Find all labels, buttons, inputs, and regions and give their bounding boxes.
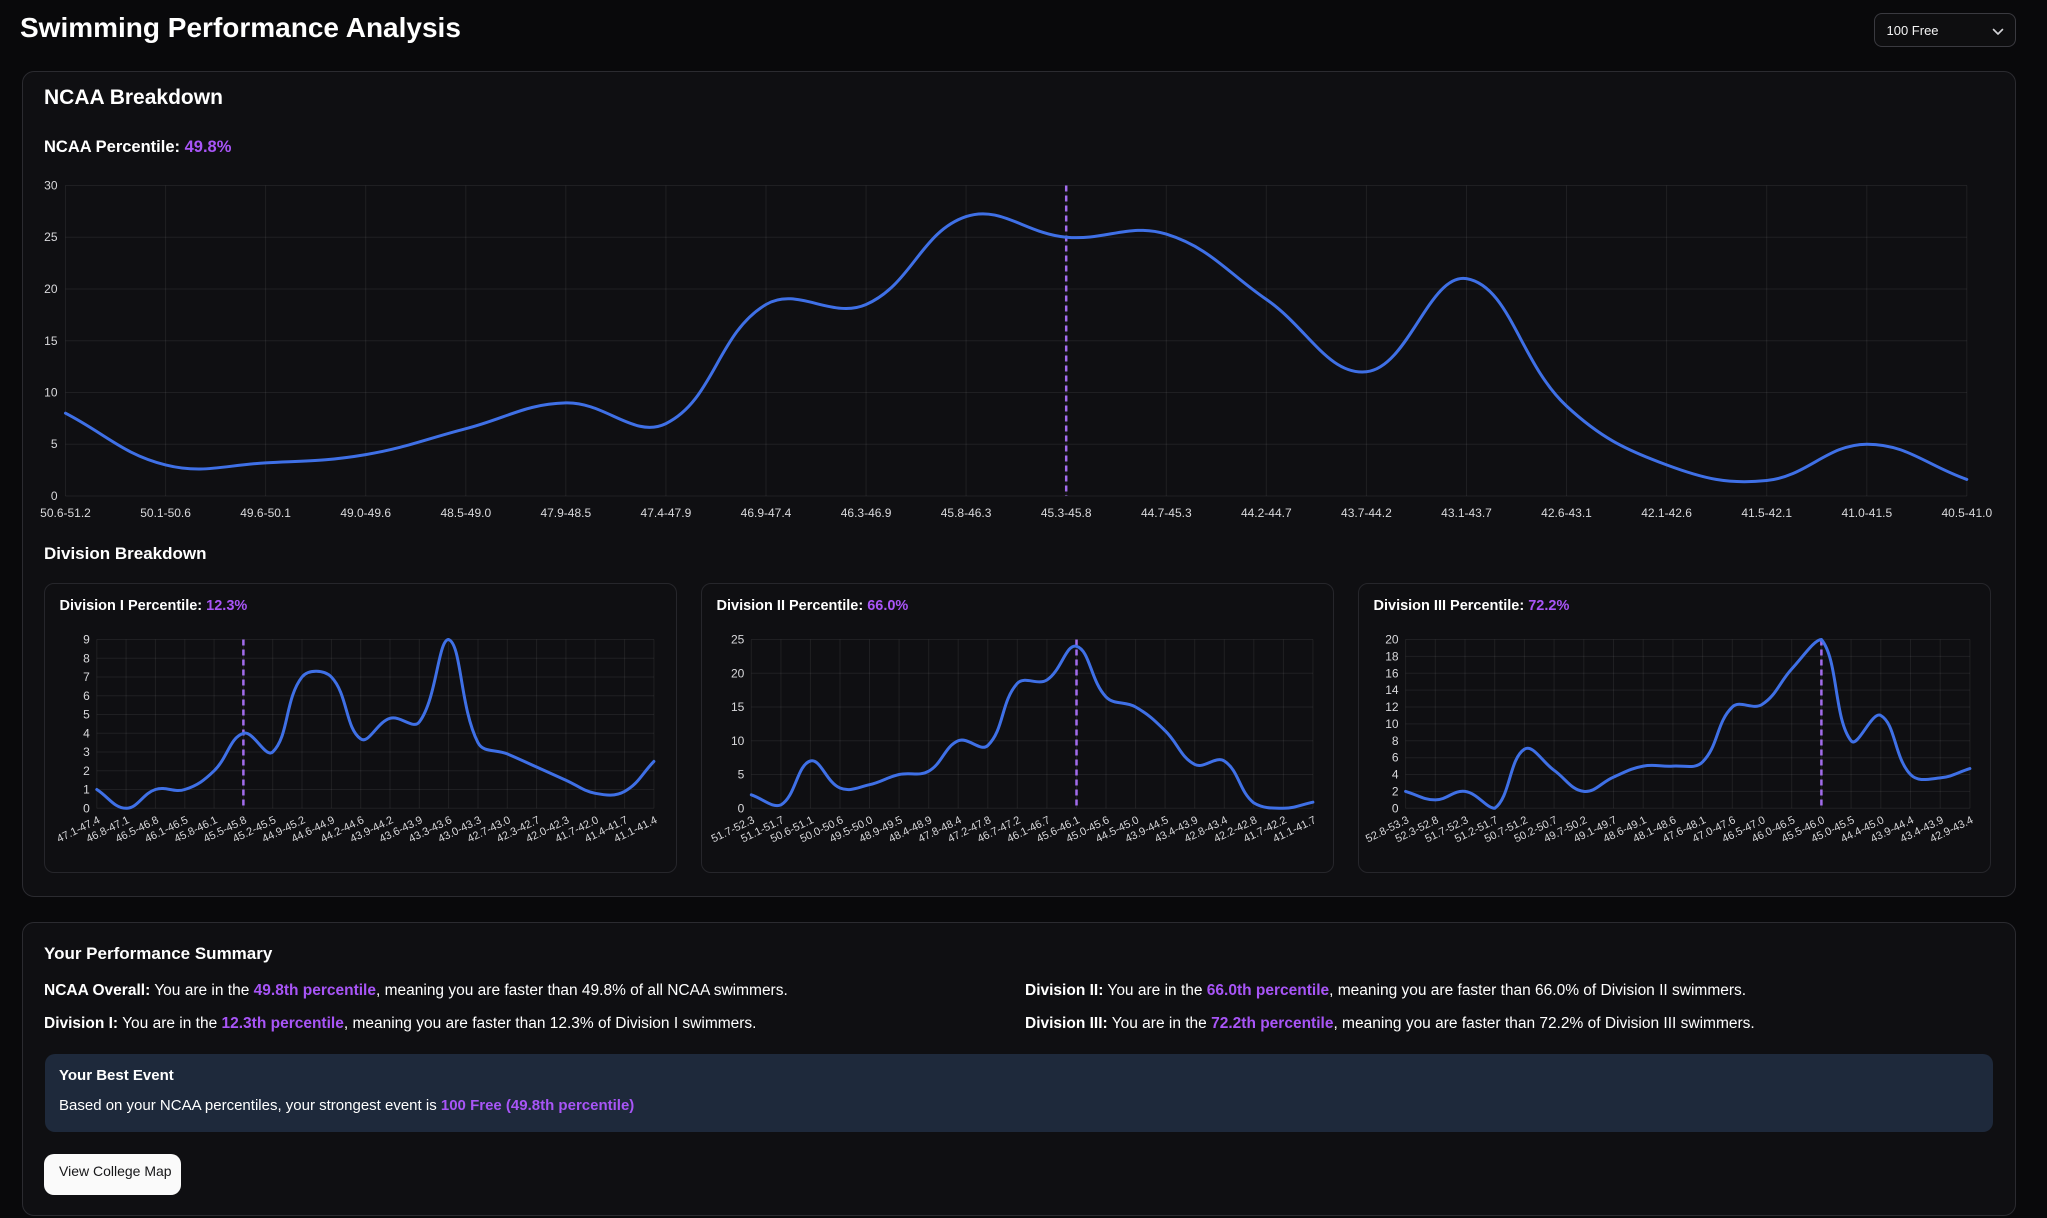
svg-text:0: 0 xyxy=(83,801,90,815)
svg-text:40.5-41.0: 40.5-41.0 xyxy=(1941,506,1992,520)
svg-text:49.0-49.6: 49.0-49.6 xyxy=(340,506,391,520)
svg-text:7: 7 xyxy=(83,670,90,684)
svg-text:6: 6 xyxy=(1392,751,1399,765)
svg-text:25: 25 xyxy=(731,633,745,647)
svg-text:18: 18 xyxy=(1385,649,1399,663)
svg-text:46.9-47.4: 46.9-47.4 xyxy=(741,506,792,520)
svg-text:25: 25 xyxy=(44,230,58,244)
svg-text:49.6-50.1: 49.6-50.1 xyxy=(240,506,291,520)
svg-text:16: 16 xyxy=(1385,666,1399,680)
svg-text:45.8-46.3: 45.8-46.3 xyxy=(941,506,992,520)
svg-text:44.7-45.3: 44.7-45.3 xyxy=(1141,506,1192,520)
svg-text:30: 30 xyxy=(44,179,58,193)
svg-text:0: 0 xyxy=(738,801,745,815)
svg-text:43.1-43.7: 43.1-43.7 xyxy=(1441,506,1492,520)
svg-text:8: 8 xyxy=(83,651,90,665)
svg-text:5: 5 xyxy=(738,768,745,782)
svg-text:50.6-51.2: 50.6-51.2 xyxy=(40,506,91,520)
svg-text:9: 9 xyxy=(83,633,90,647)
svg-text:2: 2 xyxy=(1392,784,1399,798)
svg-text:42.1-42.6: 42.1-42.6 xyxy=(1641,506,1692,520)
svg-text:41.0-41.5: 41.0-41.5 xyxy=(1841,506,1892,520)
svg-text:0: 0 xyxy=(51,489,58,503)
svg-text:42.6-43.1: 42.6-43.1 xyxy=(1541,506,1592,520)
svg-text:10: 10 xyxy=(1385,717,1399,731)
svg-text:10: 10 xyxy=(44,386,58,400)
svg-text:5: 5 xyxy=(51,437,58,451)
svg-text:15: 15 xyxy=(731,700,745,714)
svg-text:44.2-44.7: 44.2-44.7 xyxy=(1241,506,1292,520)
svg-text:14: 14 xyxy=(1385,683,1399,697)
svg-text:10: 10 xyxy=(731,734,745,748)
svg-text:20: 20 xyxy=(44,282,58,296)
svg-text:12: 12 xyxy=(1385,700,1399,714)
svg-text:41.5-42.1: 41.5-42.1 xyxy=(1741,506,1792,520)
svg-text:20: 20 xyxy=(1385,633,1399,647)
svg-text:47.4-47.9: 47.4-47.9 xyxy=(641,506,692,520)
svg-text:0: 0 xyxy=(1392,801,1399,815)
svg-text:5: 5 xyxy=(83,708,90,722)
svg-text:48.5-49.0: 48.5-49.0 xyxy=(440,506,491,520)
svg-text:4: 4 xyxy=(83,726,90,740)
svg-text:45.3-45.8: 45.3-45.8 xyxy=(1041,506,1092,520)
svg-text:46.3-46.9: 46.3-46.9 xyxy=(841,506,892,520)
svg-text:20: 20 xyxy=(731,666,745,680)
svg-text:43.7-44.2: 43.7-44.2 xyxy=(1341,506,1392,520)
svg-text:2: 2 xyxy=(83,764,90,778)
svg-text:3: 3 xyxy=(83,745,90,759)
svg-text:50.1-50.6: 50.1-50.6 xyxy=(140,506,191,520)
svg-text:47.9-48.5: 47.9-48.5 xyxy=(540,506,591,520)
svg-text:1: 1 xyxy=(83,783,90,797)
svg-text:8: 8 xyxy=(1392,734,1399,748)
svg-text:4: 4 xyxy=(1392,768,1399,782)
svg-text:6: 6 xyxy=(83,689,90,703)
svg-text:15: 15 xyxy=(44,334,58,348)
